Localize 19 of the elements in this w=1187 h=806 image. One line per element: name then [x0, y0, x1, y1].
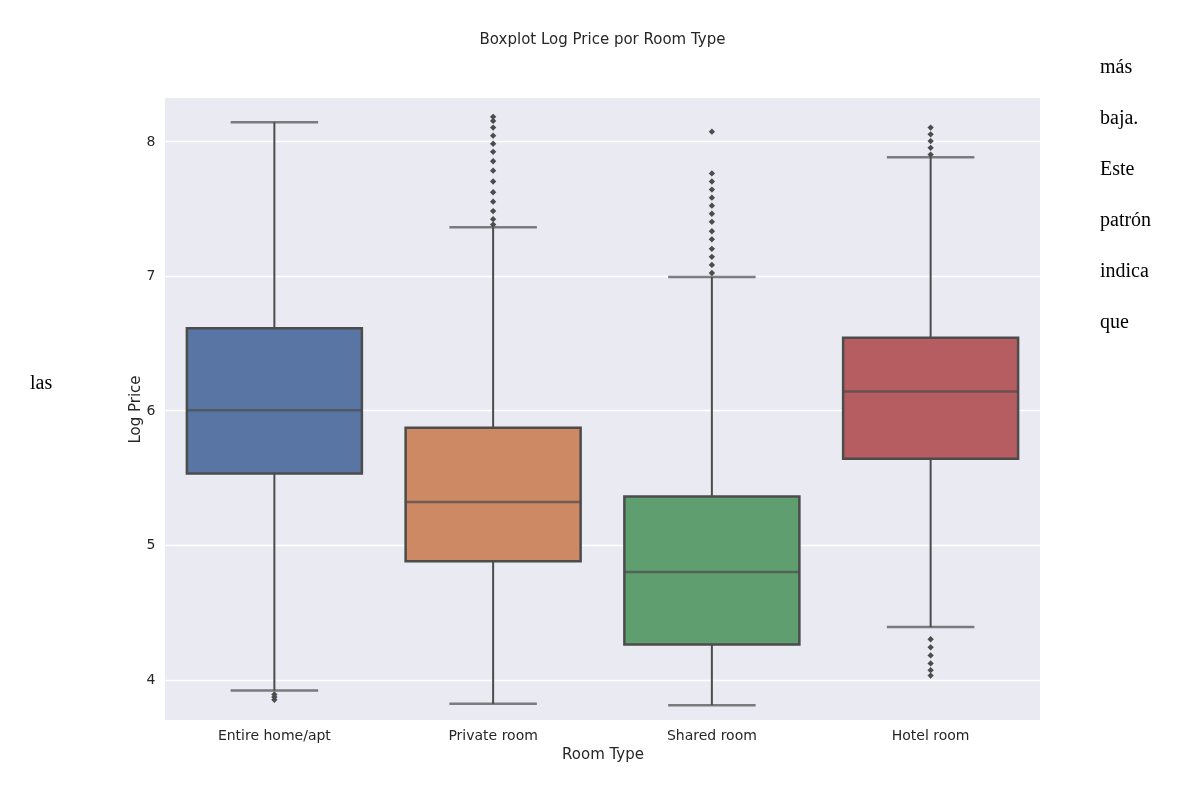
y-tick-label: 4: [146, 671, 156, 688]
chart-title: Boxplot Log Price por Room Type: [479, 30, 726, 48]
x-tick-label: Private room: [448, 726, 538, 743]
x-axis-title: Room Type: [562, 744, 644, 763]
y-tick-label: 7: [146, 267, 156, 284]
text: las: [30, 371, 53, 393]
y-tick-label: 8: [146, 132, 156, 149]
text: Este: [1100, 157, 1135, 179]
y-tick-label: 5: [146, 536, 156, 553]
text: indica: [1100, 259, 1149, 281]
text: baja.: [1100, 106, 1139, 129]
x-tick-label: Shared room: [666, 726, 757, 743]
text: que: [1100, 310, 1129, 333]
text: patrón: [1100, 208, 1152, 231]
x-tick-label: Entire home/apt: [217, 726, 332, 743]
x-tick-label: Hotel room: [891, 726, 970, 743]
text: más: [1100, 55, 1133, 77]
y-axis-title: Log Price: [125, 375, 144, 444]
y-tick-label: 6: [146, 401, 156, 418]
